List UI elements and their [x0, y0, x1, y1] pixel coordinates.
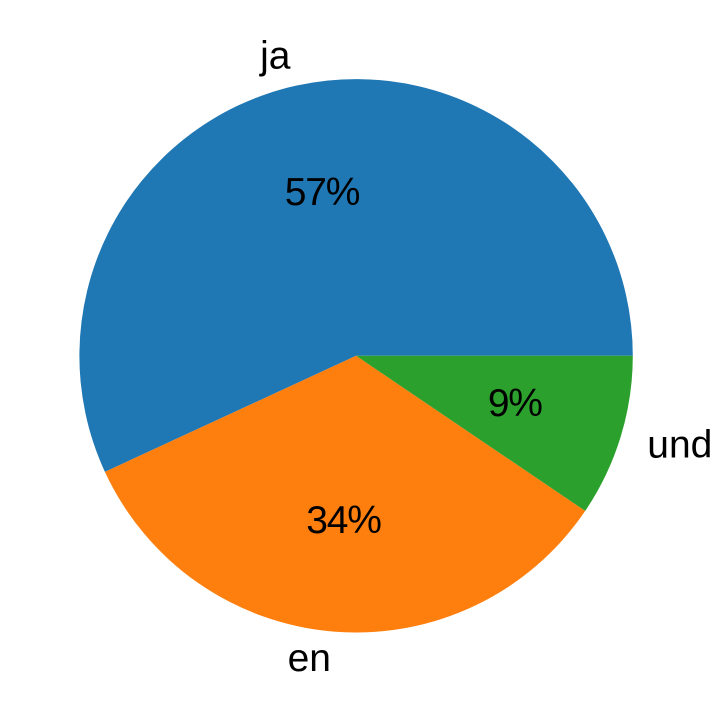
svg-text:en: en — [288, 637, 331, 680]
svg-text:9%: 9% — [488, 382, 542, 425]
svg-text:34%: 34% — [306, 499, 381, 542]
svg-text:und: und — [647, 424, 712, 467]
svg-text:57%: 57% — [285, 171, 360, 214]
svg-text:ja: ja — [259, 35, 291, 78]
